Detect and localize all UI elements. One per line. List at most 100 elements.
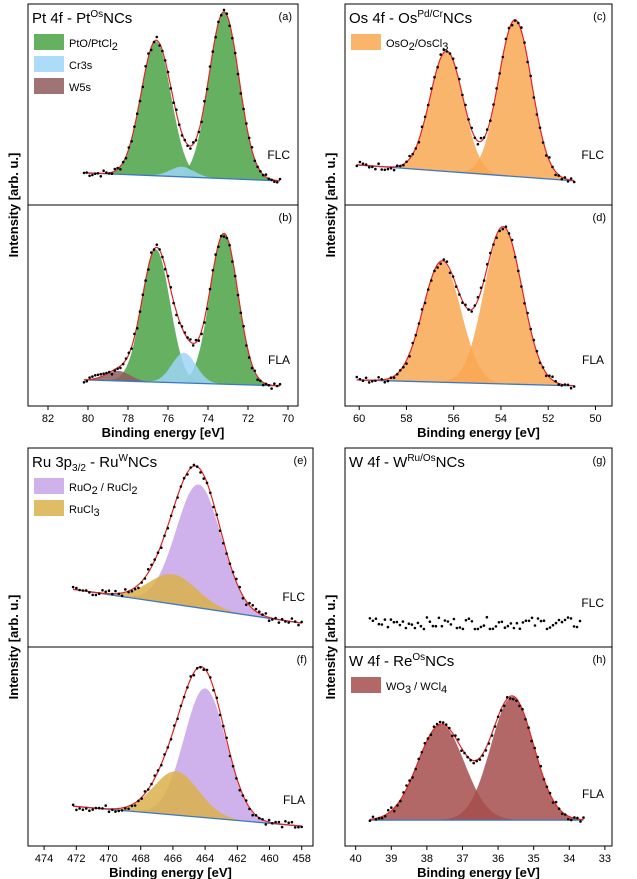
data-point bbox=[241, 597, 245, 600]
data-point bbox=[205, 87, 209, 91]
title-superscript: Os bbox=[412, 652, 425, 663]
data-point bbox=[203, 99, 206, 103]
x-tick-label: 40 bbox=[350, 853, 362, 865]
legend-text: RuCl bbox=[69, 504, 93, 516]
data-point bbox=[563, 176, 567, 179]
data-point bbox=[401, 620, 405, 623]
data-point bbox=[439, 53, 443, 56]
data-point bbox=[127, 351, 131, 355]
data-point bbox=[563, 618, 567, 622]
legend-text: /OsCl bbox=[415, 38, 443, 50]
data-point bbox=[155, 35, 159, 39]
data-point bbox=[493, 725, 497, 728]
data-point bbox=[530, 739, 533, 743]
data-point bbox=[383, 168, 387, 172]
data-point bbox=[197, 339, 201, 342]
data-point bbox=[482, 279, 486, 282]
data-point bbox=[101, 807, 104, 810]
data-point bbox=[277, 621, 281, 624]
data-point bbox=[433, 269, 436, 273]
data-point bbox=[451, 275, 455, 278]
data-point bbox=[377, 622, 381, 626]
data-point bbox=[141, 293, 145, 297]
data-point bbox=[239, 92, 243, 95]
data-point bbox=[137, 586, 140, 590]
data-point bbox=[544, 154, 548, 157]
data-point bbox=[133, 587, 137, 591]
data-point bbox=[105, 171, 108, 174]
data-point bbox=[436, 266, 439, 269]
data-point bbox=[536, 617, 540, 620]
data-point bbox=[71, 803, 75, 807]
x-tick-label: 468 bbox=[132, 853, 150, 865]
data-point bbox=[364, 163, 368, 166]
data-point bbox=[119, 366, 122, 370]
data-point bbox=[560, 177, 564, 181]
data-point bbox=[575, 625, 579, 629]
data-point bbox=[287, 821, 291, 825]
data-point bbox=[93, 172, 97, 175]
data-point bbox=[183, 138, 187, 142]
data-point bbox=[560, 812, 564, 816]
data-point bbox=[392, 376, 396, 380]
data-point bbox=[430, 87, 433, 90]
data-point bbox=[153, 774, 156, 777]
peak-component-gold bbox=[73, 574, 302, 624]
data-point bbox=[99, 175, 103, 178]
data-point bbox=[247, 356, 251, 359]
data-point bbox=[551, 165, 554, 169]
data-point bbox=[225, 12, 229, 15]
data-point bbox=[451, 734, 454, 738]
data-point bbox=[485, 263, 489, 266]
data-point bbox=[82, 381, 86, 384]
title-text: NCs bbox=[436, 454, 465, 471]
data-point bbox=[358, 160, 362, 164]
data-point bbox=[271, 618, 274, 621]
data-point bbox=[202, 477, 205, 480]
data-point bbox=[476, 142, 480, 146]
data-point bbox=[186, 336, 189, 339]
data-point bbox=[110, 373, 114, 376]
data-point bbox=[250, 366, 254, 370]
data-point bbox=[512, 697, 515, 701]
data-point bbox=[91, 593, 94, 597]
peak-component-lightblue bbox=[84, 166, 280, 181]
data-point bbox=[248, 601, 251, 605]
data-point bbox=[78, 807, 81, 810]
data-point bbox=[485, 615, 489, 619]
panel-title: Pt 4f - PtOsNCs bbox=[32, 9, 132, 27]
data-point bbox=[402, 791, 405, 794]
data-point bbox=[113, 167, 117, 171]
data-point bbox=[420, 308, 424, 311]
data-point bbox=[390, 806, 393, 809]
panel-label: (b) bbox=[279, 212, 292, 224]
data-point bbox=[94, 593, 98, 597]
data-point bbox=[479, 286, 483, 290]
x-tick-label: 76 bbox=[162, 413, 174, 425]
data-point bbox=[521, 621, 525, 624]
condition-tag: FLA bbox=[268, 353, 290, 367]
data-point bbox=[507, 232, 511, 235]
data-point bbox=[261, 613, 264, 616]
data-point bbox=[250, 146, 254, 149]
data-point bbox=[541, 141, 545, 144]
panel-label: (a) bbox=[279, 11, 292, 23]
data-point bbox=[267, 177, 271, 181]
x-tick-label: 70 bbox=[282, 413, 294, 425]
envelope-fit-line bbox=[83, 11, 281, 182]
data-point bbox=[570, 818, 573, 822]
legend-subscript: 2 bbox=[131, 485, 137, 497]
data-point bbox=[233, 51, 237, 55]
data-point bbox=[489, 251, 492, 255]
data-point bbox=[160, 546, 163, 549]
data-point bbox=[111, 808, 114, 812]
data-point bbox=[205, 668, 209, 672]
data-point bbox=[274, 616, 277, 620]
data-point bbox=[454, 285, 458, 288]
data-point bbox=[448, 726, 451, 730]
data-point bbox=[448, 271, 452, 275]
x-tick-label: 54 bbox=[495, 413, 507, 425]
data-point bbox=[200, 332, 203, 336]
data-point bbox=[231, 764, 235, 768]
legend-text: OsO bbox=[386, 38, 409, 50]
